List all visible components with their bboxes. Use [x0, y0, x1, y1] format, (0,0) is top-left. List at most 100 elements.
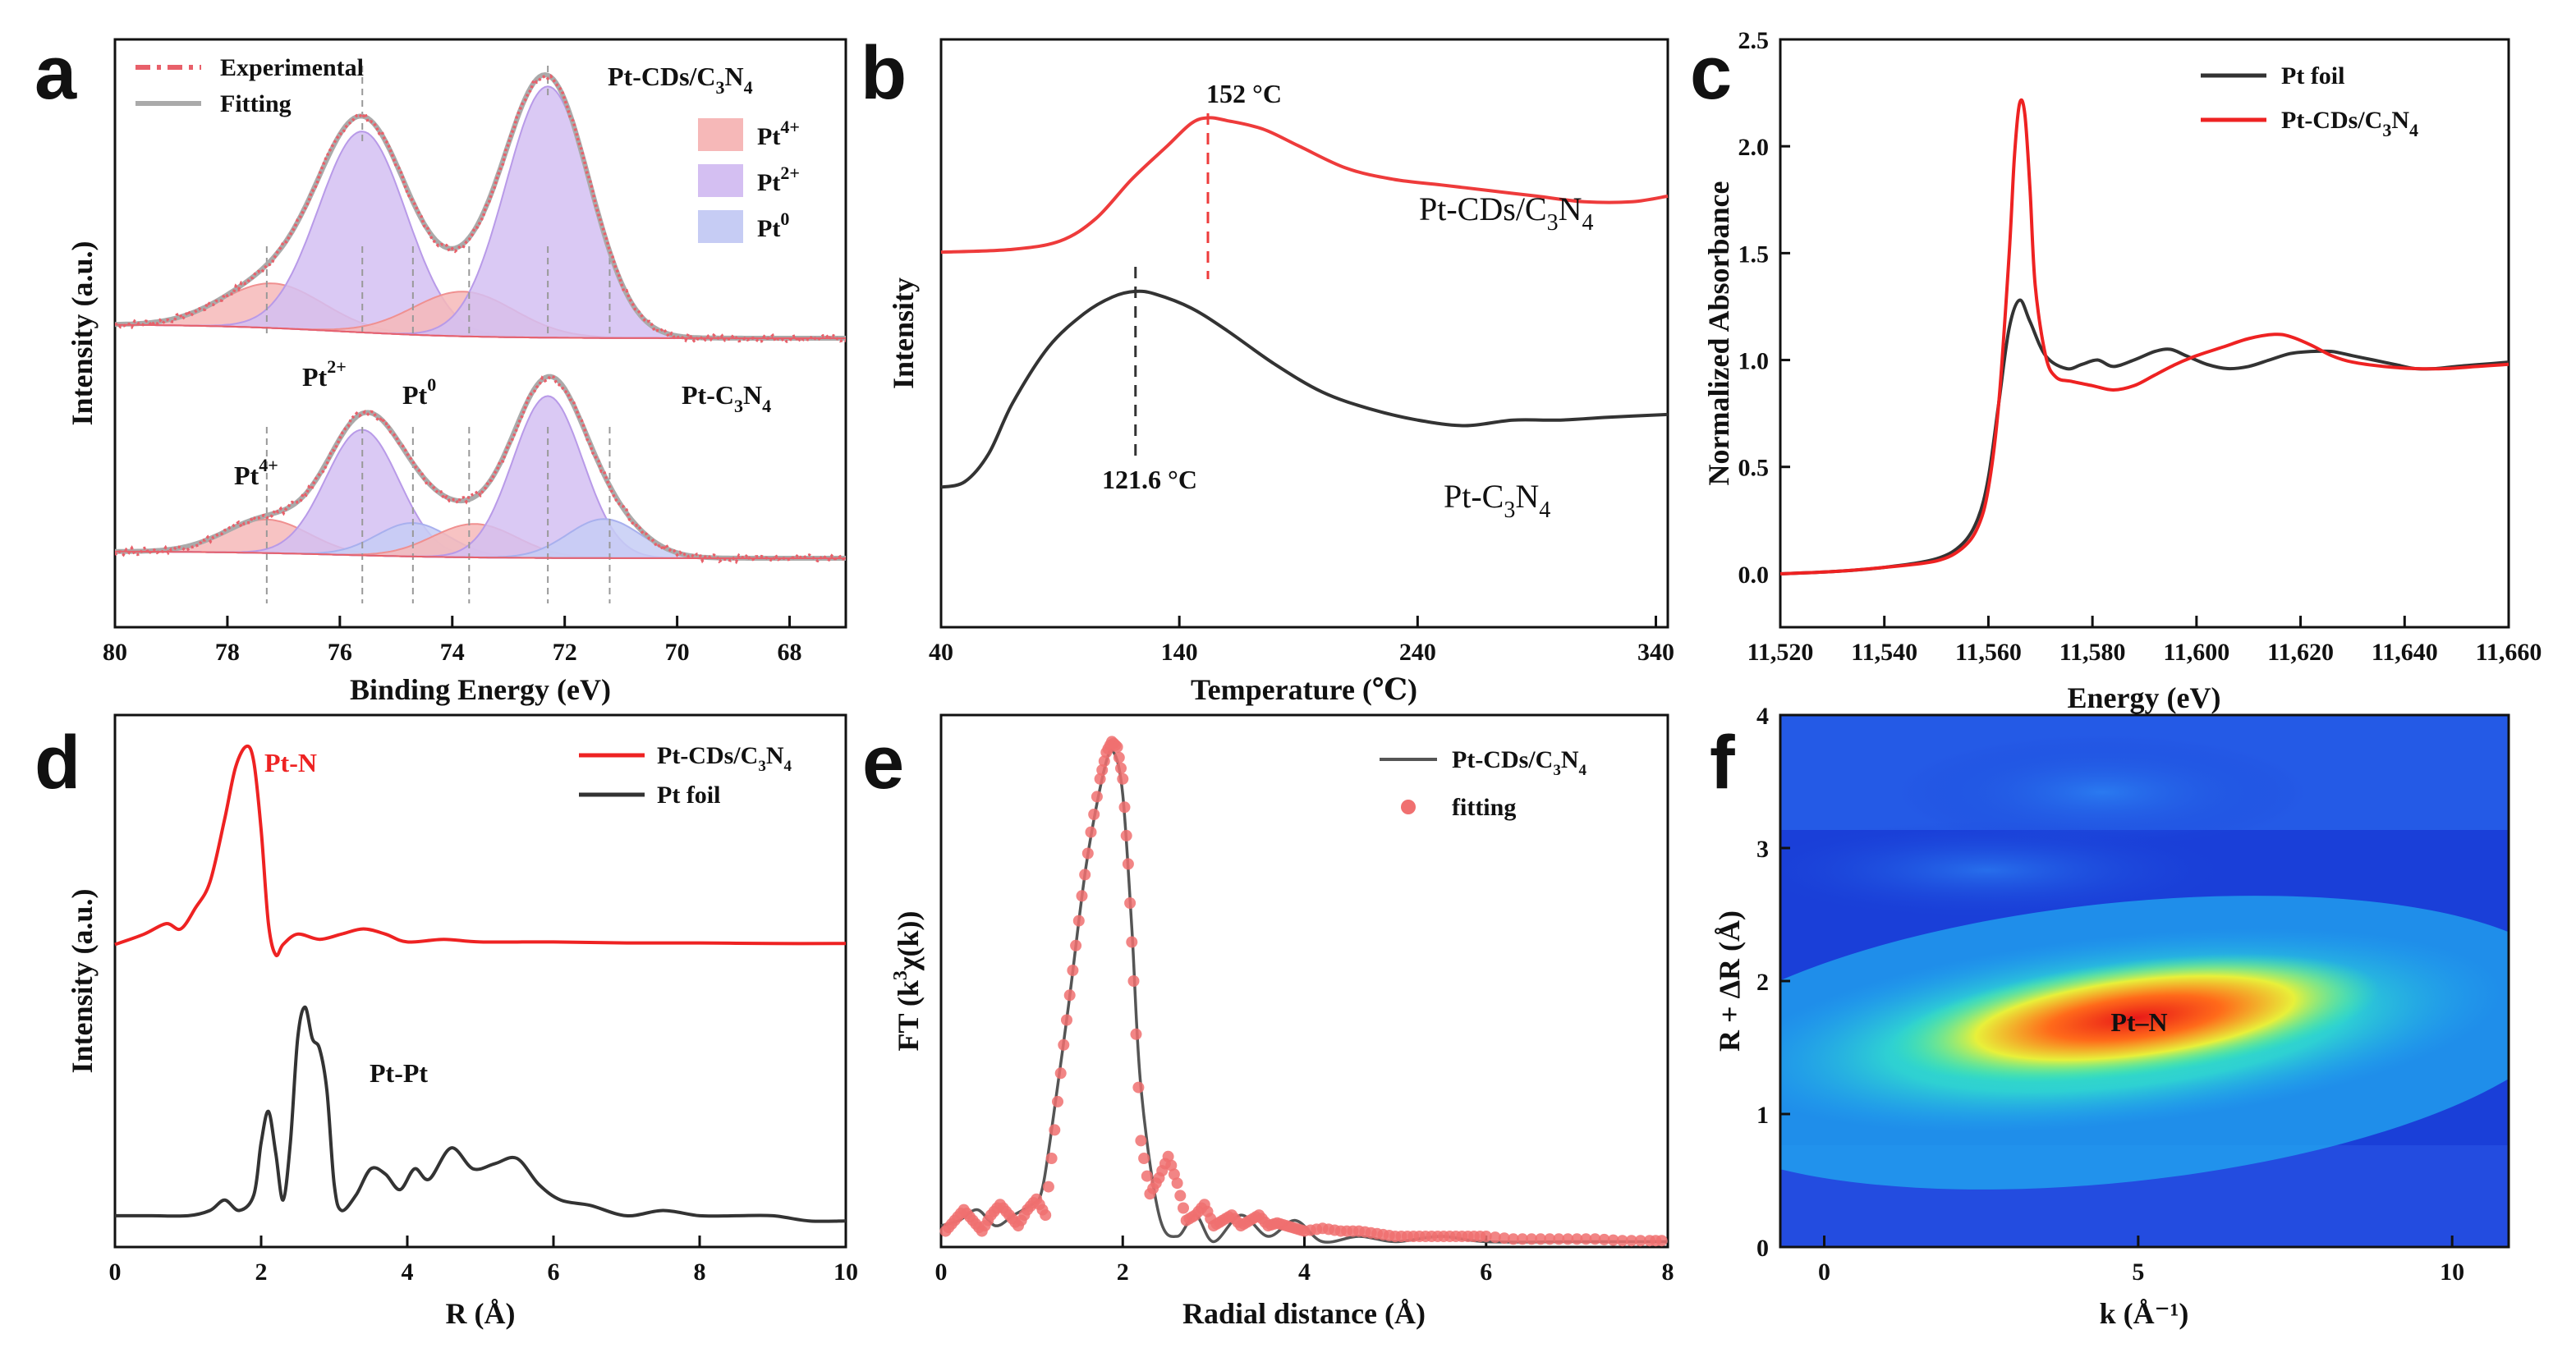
c-xtick-label: 11,580 — [2059, 639, 2126, 666]
legend-label-pt-cds-c: Pt-CDs/C3N4 — [2281, 107, 2418, 140]
fitting-point — [1132, 1081, 1145, 1094]
fitting-point — [1091, 791, 1103, 803]
x-axis-label-d: R (Å) — [446, 1297, 516, 1330]
fitting-point — [1058, 1039, 1070, 1051]
heatmap-core — [1890, 953, 2380, 1083]
legend-label-pt-cds-d: Pt-CDs/C3N4 — [657, 742, 792, 775]
fitting-point — [1096, 764, 1109, 776]
fitting-point — [1616, 1235, 1628, 1247]
c-xtick-label: 11,640 — [2372, 639, 2438, 666]
panel-letter-d: d — [34, 721, 80, 805]
fitting-point — [1113, 751, 1125, 763]
fitting-point — [1067, 965, 1079, 976]
panel-f: f 0 5 10 0 1 2 3 4 Pt–N k (Å⁻¹) R + ΔR (Å) — [1710, 703, 2510, 1330]
e-xtick-label: 2 — [1117, 1259, 1129, 1286]
fitting-point — [1489, 1231, 1501, 1244]
c-xtick-label: 11,660 — [2476, 639, 2542, 666]
legend-swatch-pt4 — [698, 118, 743, 151]
c-xtick-label: 11,600 — [2163, 639, 2229, 666]
fitting-point — [1063, 989, 1076, 1002]
f-ytick-label: 0 — [1756, 1235, 1769, 1262]
f-ytick-label: 2 — [1756, 969, 1769, 996]
plot-frame-b — [939, 38, 1669, 629]
d-xtick-label: 4 — [402, 1259, 414, 1286]
fitting-point — [1589, 1233, 1601, 1245]
e-xtick-label: 6 — [1480, 1259, 1492, 1286]
fitting-point — [1094, 773, 1106, 785]
legend-label-pt0: Pt0 — [757, 209, 789, 242]
c-ytick-label: 1.5 — [1738, 241, 1770, 268]
f-xtick-label: 10 — [2440, 1259, 2464, 1286]
legend-label-fitting: Fitting — [220, 90, 292, 117]
fitting-point — [1098, 755, 1110, 768]
peak-label-152: 152 °C — [1206, 79, 1282, 108]
fitting-point — [1174, 1190, 1187, 1202]
fitting-point — [1085, 826, 1097, 838]
f-ytick-label: 3 — [1756, 836, 1769, 863]
c-xtick-label: 11,520 — [1747, 639, 1814, 666]
c-ytick-label: 2.0 — [1738, 134, 1770, 161]
plot-frame-c — [1779, 38, 2510, 629]
fitting-point — [1553, 1233, 1565, 1245]
panel-letter-b: b — [861, 31, 907, 115]
fitting-point — [1498, 1232, 1510, 1245]
series-line-c-1 — [1779, 98, 2509, 575]
fitting-point — [1138, 1153, 1150, 1164]
fitting-point — [1607, 1234, 1619, 1246]
fitting-point — [1655, 1235, 1668, 1247]
legend-label-pt-foil-c: Pt foil — [2281, 62, 2344, 89]
f-ytick-label: 4 — [1756, 703, 1769, 730]
fitting-point — [1178, 1202, 1189, 1214]
x-axis-label-f: k (Å⁻¹) — [2100, 1297, 2189, 1330]
fitting-point — [1054, 1067, 1067, 1080]
fitting-point — [1115, 762, 1127, 774]
series-line-d-0 — [114, 744, 847, 958]
heatmap-upper-blob — [1897, 735, 2307, 850]
y-axis-label-c: Normalized Absorbance — [1702, 181, 1735, 485]
annotation-pt4: Pt4+ — [234, 455, 278, 490]
b-xtick-label: 340 — [1637, 639, 1674, 666]
baseline-line-0 — [115, 323, 846, 339]
f-ytick-label: 1 — [1756, 1102, 1769, 1129]
c-ytick-label: 0.5 — [1738, 455, 1770, 482]
e-xtick-label: 4 — [1298, 1259, 1311, 1286]
annotation-pt-n-d: Pt-N — [264, 748, 317, 777]
fitting-point — [1111, 740, 1123, 753]
e-xtick-label: 8 — [1662, 1259, 1674, 1286]
x-axis-label-a: Binding Energy (eV) — [350, 673, 611, 706]
a-xtick-label: 74 — [440, 639, 465, 666]
a-xtick-label: 78 — [215, 639, 240, 666]
y-axis-label-e: FT (k3χ(k)) — [890, 911, 925, 1052]
fitting-point — [1052, 1095, 1063, 1107]
fitting-point — [1088, 809, 1100, 820]
series-line-b-0 — [940, 116, 1669, 254]
fitting-point — [1562, 1233, 1574, 1245]
series-label-b-pt-c3n4: Pt-C3N4 — [1444, 478, 1550, 523]
fitting-point — [1141, 1170, 1153, 1182]
plot-frame-a — [113, 38, 847, 629]
baseline-line-1 — [115, 550, 846, 559]
fitting-point — [1126, 936, 1138, 948]
sample-label-pt-c3n4: Pt-C3N4 — [682, 380, 771, 416]
legend-label-pt2: Pt2+ — [757, 163, 800, 196]
legend-swatch-pt0 — [698, 210, 743, 243]
e-xtick-label: 0 — [935, 1259, 948, 1286]
d-xtick-label: 10 — [833, 1259, 858, 1286]
fitting-point — [1117, 773, 1129, 785]
d-xtick-label: 8 — [694, 1259, 706, 1286]
c-xtick-label: 11,620 — [2267, 639, 2334, 666]
legend-label-experimental: Experimental — [220, 54, 364, 81]
fitting-point — [1544, 1233, 1556, 1245]
fitting-point — [1120, 829, 1132, 841]
a-xtick-label: 70 — [665, 639, 690, 666]
series-label-b-pt-cds-c3n4: Pt-CDs/C3N4 — [1419, 190, 1594, 236]
panel-b: b 40 140 240 340 152 °C 121.6 °C Pt-CDs/C3N… — [861, 31, 1674, 706]
fitting-point — [1118, 801, 1131, 814]
fitting-point — [1045, 1153, 1058, 1164]
y-axis-label-d: Intensity (a.u.) — [66, 888, 99, 1073]
plot-frame-e — [939, 713, 1669, 1249]
legend-swatch-pt2 — [698, 164, 743, 197]
fitting-point — [1124, 897, 1136, 909]
x-axis-label-c: Energy (eV) — [2068, 681, 2221, 714]
